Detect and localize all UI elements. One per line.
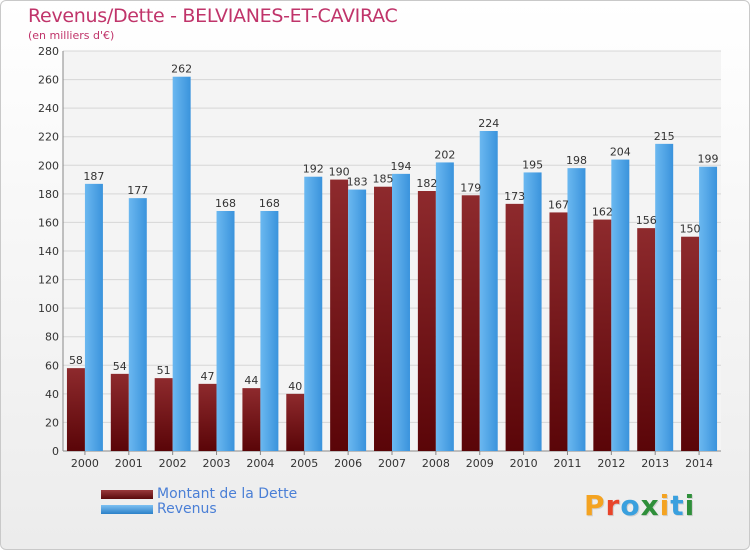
x-tick-label: 2003 <box>203 457 231 470</box>
data-label-dette: 179 <box>460 181 481 194</box>
bar-revenus <box>611 159 630 452</box>
data-label-dette: 54 <box>113 360 127 373</box>
chart-subtitle: (en milliers d'€) <box>28 29 115 42</box>
data-label-dette: 51 <box>157 364 171 377</box>
bar-dette <box>286 393 305 451</box>
data-label-revenus: 187 <box>83 170 104 183</box>
bar-revenus <box>655 143 674 451</box>
x-tick-label: 2002 <box>159 457 187 470</box>
data-label-revenus: 202 <box>434 148 455 161</box>
x-tick-label: 2014 <box>685 457 713 470</box>
data-label-revenus: 199 <box>698 153 719 166</box>
bar-revenus <box>392 173 410 451</box>
y-tick-label: 0 <box>52 445 59 458</box>
x-tick-label: 2007 <box>378 457 406 470</box>
data-label-revenus: 168 <box>259 197 280 210</box>
data-label-revenus: 192 <box>303 163 324 176</box>
bar-revenus <box>699 166 718 451</box>
x-tick-label: 2010 <box>510 457 538 470</box>
bar-dette <box>549 212 568 451</box>
legend-swatch-revenus <box>101 505 153 514</box>
bar-revenus <box>128 198 147 451</box>
y-tick-label: 80 <box>45 331 59 344</box>
x-tick-label: 2005 <box>290 457 318 470</box>
y-tick-label: 160 <box>38 216 59 229</box>
bar-dette <box>681 236 700 451</box>
bar-revenus <box>567 168 586 451</box>
data-label-revenus: 198 <box>566 154 587 167</box>
y-tick-label: 280 <box>38 45 59 58</box>
x-tick-label: 2004 <box>246 457 274 470</box>
y-tick-label: 100 <box>38 302 59 315</box>
data-label-revenus: 262 <box>171 63 192 76</box>
y-tick-label: 120 <box>38 274 59 287</box>
data-label-revenus: 224 <box>478 117 499 130</box>
y-tick-label: 60 <box>45 359 59 372</box>
bar-revenus <box>260 211 279 451</box>
x-tick-label: 2000 <box>71 457 99 470</box>
bar-dette <box>505 203 524 451</box>
chart-title: Revenus/Dette - BELVIANES-ET-CAVIRAC <box>28 5 398 27</box>
bar-revenus <box>304 176 323 451</box>
bar-dette <box>417 191 436 451</box>
data-label-dette: 150 <box>680 223 701 236</box>
data-label-dette: 58 <box>69 354 83 367</box>
data-label-dette: 44 <box>244 374 258 387</box>
bar-dette <box>593 219 612 451</box>
y-tick-label: 140 <box>38 245 59 258</box>
data-label-dette: 162 <box>592 206 613 219</box>
legend-label-dette: Montant de la Dette <box>157 486 298 502</box>
y-tick-label: 260 <box>38 74 59 87</box>
data-label-dette: 47 <box>201 370 215 383</box>
bar-dette <box>461 195 480 451</box>
bar-revenus <box>84 183 103 451</box>
legend-swatch-dette <box>101 490 153 499</box>
data-label-revenus: 194 <box>390 160 411 173</box>
bar-revenus <box>523 172 542 451</box>
legend-label-revenus: Revenus <box>157 501 217 517</box>
data-label-revenus: 215 <box>654 130 675 143</box>
bar-dette <box>242 388 261 451</box>
y-tick-label: 20 <box>45 416 59 429</box>
data-label-dette: 156 <box>636 214 657 227</box>
bar-dette <box>154 378 173 451</box>
data-label-revenus: 195 <box>522 158 543 171</box>
bar-dette <box>198 383 217 451</box>
bar-revenus <box>435 162 454 451</box>
x-tick-label: 2001 <box>115 457 143 470</box>
bar-dette <box>637 228 656 451</box>
data-label-dette: 40 <box>288 380 302 393</box>
data-label-revenus: 204 <box>610 146 631 159</box>
x-tick-label: 2011 <box>553 457 581 470</box>
data-label-dette: 167 <box>548 198 569 211</box>
data-label-dette: 182 <box>416 177 437 190</box>
y-tick-label: 180 <box>38 188 59 201</box>
x-tick-label: 2009 <box>466 457 494 470</box>
proxiti-logo: Proxiti <box>584 489 696 522</box>
data-label-revenus: 183 <box>347 176 368 189</box>
y-tick-label: 40 <box>45 388 59 401</box>
data-label-dette: 173 <box>504 190 525 203</box>
x-tick-label: 2008 <box>422 457 450 470</box>
data-label-revenus: 177 <box>127 184 148 197</box>
bar-dette <box>66 368 85 451</box>
y-tick-label: 220 <box>38 131 59 144</box>
bar-revenus <box>216 211 235 451</box>
bar-revenus <box>348 189 367 452</box>
data-label-dette: 190 <box>329 166 350 179</box>
y-tick-label: 240 <box>38 102 59 115</box>
x-tick-label: 2012 <box>597 457 625 470</box>
bar-dette <box>110 373 129 451</box>
data-label-dette: 185 <box>373 173 394 186</box>
bar-dette <box>330 179 349 452</box>
data-label-revenus: 168 <box>215 197 236 210</box>
bar-revenus <box>172 76 191 451</box>
bar-revenus <box>479 131 498 451</box>
x-tick-label: 2013 <box>641 457 669 470</box>
x-tick-label: 2006 <box>334 457 362 470</box>
bar-dette <box>374 186 392 451</box>
y-tick-label: 200 <box>38 159 59 172</box>
